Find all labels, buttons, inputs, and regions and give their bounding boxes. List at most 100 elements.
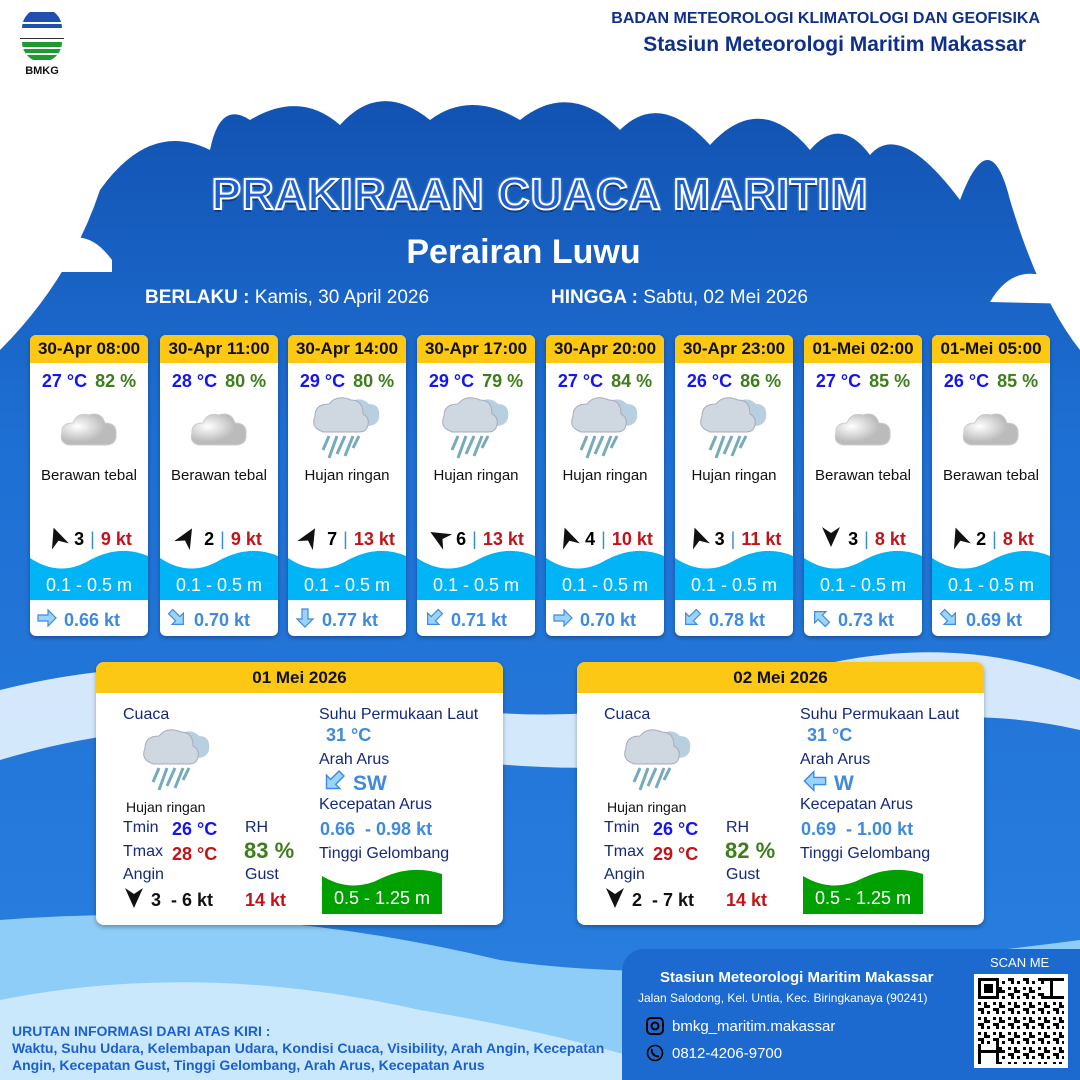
gust-speed: 9 kt (100, 529, 132, 549)
forecast-time: 30-Apr 11:00 (160, 335, 278, 363)
area-name: Perairan Luwu (406, 233, 641, 271)
wave-graphic (546, 550, 664, 600)
forecast-time: 30-Apr 08:00 (30, 335, 148, 363)
label-wind: Angin (123, 866, 164, 883)
cloud-icon (160, 392, 278, 467)
valid-from-date: Kamis, 30 April 2026 (254, 287, 430, 308)
tmax-value: 29 °C (653, 844, 699, 864)
weather-condition: Berawan tebal (171, 467, 267, 484)
weather-condition: Berawan tebal (943, 467, 1039, 484)
wave-height: 0.1 - 0.5 m (45, 575, 133, 595)
current-speed: 0.77 kt (322, 610, 379, 630)
label-current-speed: Kecepatan Arus (319, 796, 432, 813)
arrow-east-icon (552, 607, 574, 634)
forecast-card: 30-Apr 11:00 28 °C 80 % Berawan tebal 2 | 9… (160, 335, 278, 636)
wind-arrow-s-icon (820, 526, 842, 553)
cloud-icon (30, 392, 148, 467)
wind-arrow-s-icon (604, 887, 626, 914)
forecast-card: 30-Apr 08:00 27 °C 82 % Berawan tebal 3 | 9… (30, 335, 148, 636)
weather-condition: Berawan tebal (815, 467, 911, 484)
divider: | (90, 529, 95, 549)
wind-arrow-n-icon (557, 526, 581, 553)
wind-range: 2 - 7 kt (632, 890, 695, 910)
current-dir-value: W (834, 772, 854, 795)
label-rh: RH (726, 819, 750, 836)
gust-speed: 13 kt (482, 529, 524, 549)
weather-condition: Hujan ringan (562, 467, 648, 484)
temperature: 27 °C (815, 371, 862, 391)
current-speed-range: 0.69 - 1.00 kt (801, 819, 914, 839)
rh-value: 83 % (244, 838, 295, 863)
phone-number: 0812-4206-9700 (672, 1044, 783, 1062)
wave-height: 0.1 - 0.5 m (561, 575, 649, 595)
qr-code[interactable] (974, 974, 1068, 1068)
forecast-time: 01-Mei 05:00 (932, 335, 1050, 363)
wind-arrow-nw-icon (428, 526, 453, 553)
divider: | (472, 529, 477, 549)
forecast-card: 01-Mei 05:00 26 °C 85 % Berawan tebal 2 | 8… (932, 335, 1050, 636)
label-weather: Cuaca (604, 706, 651, 723)
wave-graphic (804, 550, 922, 600)
divider: | (864, 529, 869, 549)
weather-condition: Berawan tebal (41, 467, 137, 484)
temperature: 26 °C (686, 371, 733, 391)
label-rh: RH (245, 819, 269, 836)
temperature: 28 °C (171, 371, 218, 391)
forecast-card: 01-Mei 02:00 27 °C 85 % Berawan tebal 3 | 8… (804, 335, 922, 636)
divider: | (730, 529, 736, 549)
current-direction-icon (802, 768, 828, 800)
gust-speed: 9 kt (230, 529, 262, 549)
wind-speed: 7 (327, 529, 338, 549)
valid-from: BERLAKU : Kamis, 30 April 2026 (145, 287, 429, 309)
contact-box: Stasiun Meteorologi Maritim Makassar Jal… (622, 949, 1080, 1080)
temperature: 27 °C (41, 371, 88, 391)
divider: | (992, 529, 997, 549)
contact-address: Jalan Salodong, Kel. Untia, Kec. Biringk… (638, 991, 928, 1005)
humidity: 85 % (997, 371, 1039, 391)
wave-graphic (160, 550, 278, 600)
wind-arrow-n-icon (46, 526, 70, 553)
wind-arrow-n-icon (948, 526, 972, 553)
label-wave: Tinggi Gelombang (800, 845, 931, 862)
daily-summary-panel: 01 Mei 2026 Cuaca Hujan ringan Tmin 26 °… (96, 662, 503, 925)
wind-arrow-s-icon (123, 887, 145, 914)
legend-title: URUTAN INFORMASI DARI ATAS KIRI : (12, 1023, 271, 1039)
label-sst: Suhu Permukaan Laut (800, 706, 960, 723)
label-gust: Gust (245, 866, 279, 883)
humidity: 86 % (740, 371, 782, 391)
wave-graphic (322, 869, 442, 914)
legend-text: Waktu, Suhu Udara, Kelembapan Udara, Kon… (12, 1040, 605, 1073)
wind-arrow-n-icon (687, 526, 710, 553)
temperature: 29 °C (428, 371, 475, 391)
instagram-link[interactable]: bmkg_maritim.makassar (646, 1017, 835, 1035)
wind-speed: 2 (976, 529, 987, 549)
wave-height: 0.1 - 0.5 m (303, 575, 391, 595)
arrow-southeast-icon (166, 607, 188, 634)
page-title: PRAKIRAAN CUACA MARITIM (211, 169, 869, 220)
humidity: 84 % (611, 371, 653, 391)
daily-condition: Hujan ringan (126, 799, 206, 815)
rain-icon (675, 392, 793, 467)
wave-graphic (803, 869, 923, 914)
daily-summary-panel: 02 Mei 2026 Cuaca Hujan ringan Tmin 26 °… (577, 662, 984, 925)
wind-speed: 4 (585, 529, 596, 549)
label-weather: Cuaca (123, 706, 170, 723)
valid-from-label: BERLAKU : (145, 287, 250, 308)
daily-date: 01 Mei 2026 (96, 662, 503, 693)
wind-speed: 3 (714, 529, 725, 549)
label-tmin: Tmin (123, 819, 159, 836)
label-tmax: Tmax (123, 843, 163, 860)
current-speed: 0.70 kt (194, 610, 251, 630)
forecast-card: 30-Apr 23:00 26 °C 86 % Hujan ringan 3 | 11… (675, 335, 793, 636)
divider: | (220, 529, 225, 549)
current-direction-icon (321, 768, 347, 800)
phone-link[interactable]: 0812-4206-9700 (646, 1044, 782, 1062)
arrow-southwest-icon (423, 607, 445, 634)
humidity: 82 % (95, 371, 137, 391)
wave-height: 0.1 - 0.5 m (432, 575, 520, 595)
rh-value: 82 % (725, 838, 776, 863)
humidity: 79 % (482, 371, 524, 391)
weather-condition: Hujan ringan (433, 467, 519, 484)
current-speed: 0.71 kt (451, 610, 508, 630)
valid-to-date: Sabtu, 02 Mei 2026 (643, 287, 808, 308)
